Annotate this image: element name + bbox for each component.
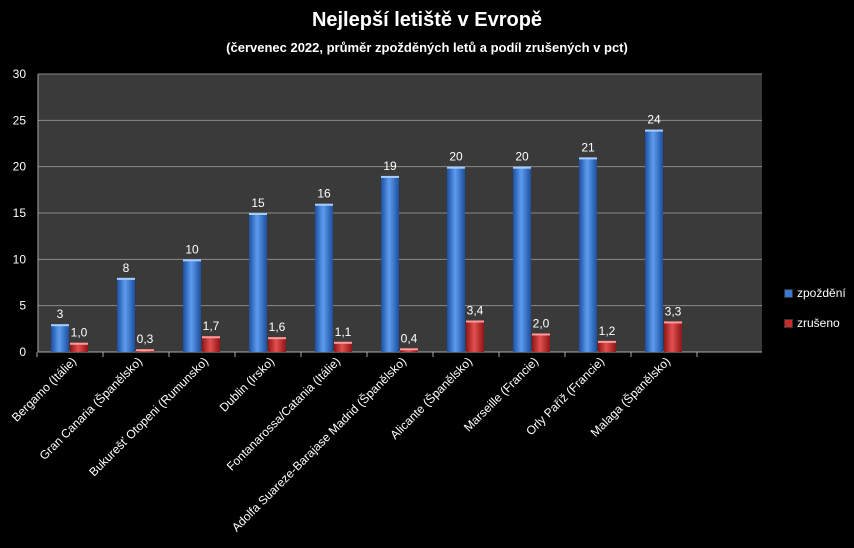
bar-cancelled [202, 336, 220, 352]
data-label-delays: 20 [449, 150, 463, 164]
data-label-cancelled: 1,2 [599, 324, 616, 338]
bar-delays-top [117, 277, 135, 280]
chart-subtitle: (červenec 2022, průměr zpožděných letů a… [226, 40, 628, 55]
bar-cancelled [664, 321, 682, 352]
bar-delays [183, 259, 201, 352]
bar-delays [579, 157, 597, 352]
legend: zpoždění zrušeno [784, 285, 846, 345]
y-tick-label: 10 [13, 252, 27, 266]
bar-cancelled [532, 333, 550, 352]
bar-cancelled-top [532, 333, 550, 336]
bar-cancelled-top [400, 348, 418, 351]
bar-delays [315, 203, 333, 352]
bar-cancelled-top [664, 321, 682, 324]
x-tick-label: Fontanarossa/Catania (Itálie) [224, 354, 343, 473]
data-label-cancelled: 1,7 [203, 319, 220, 333]
chart-title: Nejlepší letiště v Evropě [311, 9, 543, 31]
bar-delays-top [447, 166, 465, 169]
bar-cancelled-top [70, 342, 88, 345]
bar-delays-top [645, 129, 663, 132]
bar-cancelled [70, 342, 88, 352]
bar-cancelled-top [598, 340, 616, 343]
bar-cancelled-top [202, 336, 220, 339]
bar-delays-top [579, 157, 597, 160]
bar-delays-top [381, 175, 399, 178]
data-label-delays: 8 [123, 261, 130, 275]
y-tick-label: 15 [13, 206, 27, 220]
data-label-delays: 21 [581, 140, 595, 154]
bar-delays [513, 166, 531, 352]
legend-swatch-delays [784, 288, 793, 298]
data-label-cancelled: 1,6 [269, 320, 286, 334]
data-label-cancelled: 3,4 [467, 303, 484, 317]
bar-cancelled-top [466, 320, 484, 323]
y-tick-label: 30 [13, 67, 27, 81]
data-label-cancelled: 0,4 [401, 331, 418, 345]
data-label-delays: 3 [57, 307, 64, 321]
y-tick-label: 0 [19, 345, 26, 359]
bar-delays [381, 175, 399, 352]
data-label-cancelled: 2,0 [533, 316, 550, 330]
bar-delays [645, 129, 663, 352]
bar-cancelled-top [136, 349, 154, 352]
bar-delays-top [183, 259, 201, 262]
bar-cancelled-top [334, 341, 352, 344]
x-tick-label: Bergamo (Itálie) [9, 354, 79, 424]
y-tick-label: 25 [13, 113, 27, 127]
data-label-cancelled: 3,3 [665, 304, 682, 318]
data-label-cancelled: 1,0 [71, 326, 88, 340]
data-label-cancelled: 0,3 [137, 332, 154, 346]
bar-delays-top [249, 213, 267, 215]
bar-cancelled [268, 337, 286, 352]
bar-delays-top [315, 203, 333, 206]
bar-delays [447, 166, 465, 352]
data-label-delays: 16 [317, 187, 331, 201]
bar-cancelled-top [268, 337, 286, 340]
legend-item-cancelled: zrušeno [784, 315, 846, 331]
bar-delays [117, 277, 135, 352]
bar-delays-top [51, 324, 69, 327]
x-tick-label: Bukurešť Otopeni (Rumunsko) [86, 354, 211, 479]
data-label-delays: 19 [383, 159, 397, 173]
bar-cancelled [334, 341, 352, 352]
y-tick-label: 20 [13, 160, 27, 174]
data-label-delays: 10 [185, 242, 199, 256]
legend-item-delays: zpoždění [784, 285, 846, 301]
legend-label-delays: zpoždění [797, 286, 846, 300]
legend-swatch-cancelled [784, 318, 793, 328]
bar-delays [249, 213, 267, 352]
data-label-delays: 15 [251, 196, 265, 210]
x-tick-label: Dublin (Irsko) [217, 354, 277, 414]
bar-cancelled [466, 320, 484, 352]
legend-label-cancelled: zrušeno [797, 316, 840, 330]
data-label-cancelled: 1,1 [335, 325, 352, 339]
data-label-delays: 20 [515, 150, 529, 164]
bar-cancelled [598, 340, 616, 352]
bar-delays-top [513, 166, 531, 169]
data-label-delays: 24 [647, 113, 661, 127]
bar-delays [51, 324, 69, 352]
y-tick-label: 5 [19, 299, 26, 313]
